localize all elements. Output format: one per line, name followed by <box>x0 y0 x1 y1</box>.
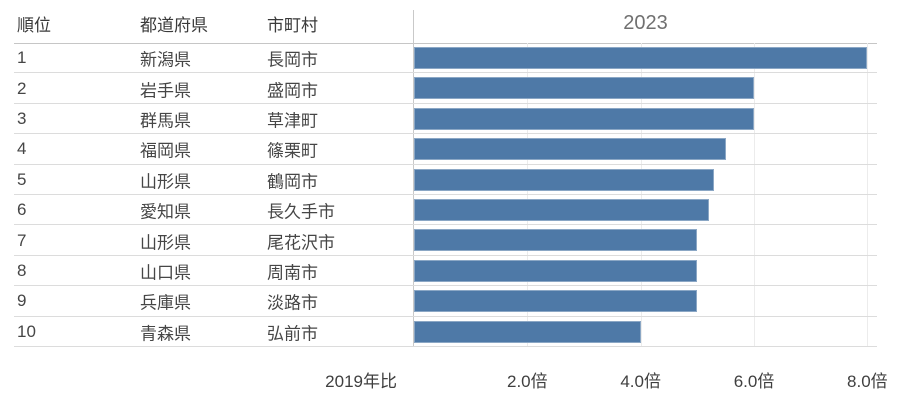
value-bar[interactable] <box>414 77 755 100</box>
prefecture-cell: 愛知県 <box>140 202 191 222</box>
row-divider <box>14 193 877 195</box>
gridline <box>754 43 756 347</box>
prefecture-cell: 新潟県 <box>140 50 191 70</box>
row-divider <box>14 224 877 226</box>
x-tick-label: 6.0倍 <box>733 372 775 391</box>
municipality-cell: 周南市 <box>267 263 318 283</box>
x-tick-label: 8.0倍 <box>847 372 888 391</box>
rank-cell: 4 <box>17 139 27 159</box>
rank-cell: 7 <box>17 230 27 250</box>
rank-cell: 5 <box>17 169 27 189</box>
table-row: 2 岩手県 盛岡市 <box>0 73 897 104</box>
municipality-cell: 長岡市 <box>267 50 318 70</box>
rank-cell: 1 <box>17 48 27 68</box>
gridline <box>527 43 529 347</box>
column-header-prefecture: 都道府県 <box>140 16 208 35</box>
municipality-cell: 篠栗町 <box>267 141 318 161</box>
column-header-municipality: 市町村 <box>267 16 318 35</box>
municipality-cell: 盛岡市 <box>267 81 318 101</box>
prefecture-cell: 福岡県 <box>140 141 191 161</box>
municipality-cell: 鶴岡市 <box>267 172 318 192</box>
x-tick-label: 2.0倍 <box>507 372 548 391</box>
row-divider <box>14 285 877 287</box>
table-row: 9 兵庫県 淡路市 <box>0 286 897 317</box>
column-header-rank: 順位 <box>17 16 51 35</box>
table-row: 5 山形県 鶴岡市 <box>0 165 897 195</box>
prefecture-cell: 山形県 <box>140 172 191 192</box>
value-bar[interactable] <box>414 138 726 161</box>
municipality-cell: 草津町 <box>267 111 318 131</box>
municipality-cell: 尾花沢市 <box>267 233 335 253</box>
prefecture-cell: 岩手県 <box>140 81 191 101</box>
rank-cell: 3 <box>17 108 27 128</box>
rank-cell: 6 <box>17 200 27 220</box>
municipality-cell: 弘前市 <box>267 324 318 344</box>
value-bar[interactable] <box>414 290 698 313</box>
table-row: 10 青森県 弘前市 <box>0 317 897 347</box>
table-row: 3 群馬県 草津町 <box>0 104 897 135</box>
rank-cell: 10 <box>17 321 36 341</box>
row-divider <box>14 163 877 165</box>
row-divider <box>14 254 877 256</box>
value-bar[interactable] <box>414 107 755 130</box>
prefecture-cell: 山口県 <box>140 263 191 283</box>
prefecture-cell: 山形県 <box>140 233 191 253</box>
value-bar[interactable] <box>414 47 868 69</box>
rank-cell: 8 <box>17 260 27 280</box>
row-divider <box>14 345 877 347</box>
rank-cell: 9 <box>17 291 27 311</box>
chart-title: 2023 <box>623 12 668 34</box>
table-row: 8 山口県 周南市 <box>0 256 897 287</box>
x-tick-label: 4.0倍 <box>620 372 661 391</box>
gridline <box>867 43 869 347</box>
prefecture-cell: 青森県 <box>140 324 191 344</box>
value-bar[interactable] <box>414 168 715 191</box>
row-divider <box>14 102 877 104</box>
x-axis-title: 2019年比 <box>325 372 397 391</box>
header-divider <box>14 43 877 44</box>
municipality-cell: 長久手市 <box>267 202 335 222</box>
prefecture-cell: 兵庫県 <box>140 293 191 313</box>
row-divider <box>14 133 877 135</box>
value-bar[interactable] <box>414 199 709 221</box>
table-row: 6 愛知県 長久手市 <box>0 195 897 226</box>
value-bar[interactable] <box>414 320 641 343</box>
prefecture-cell: 群馬県 <box>140 111 191 131</box>
value-bar[interactable] <box>414 259 698 282</box>
row-divider <box>14 72 877 74</box>
row-divider <box>14 315 877 317</box>
table-row: 4 福岡県 篠栗町 <box>0 134 897 165</box>
gridline <box>640 43 642 347</box>
municipality-cell: 淡路市 <box>267 293 318 313</box>
y-axis-line <box>413 10 414 347</box>
rank-cell: 2 <box>17 78 27 98</box>
table-row: 7 山形県 尾花沢市 <box>0 225 897 256</box>
table-row: 1 新潟県 長岡市 <box>0 43 897 74</box>
value-bar[interactable] <box>414 229 698 252</box>
